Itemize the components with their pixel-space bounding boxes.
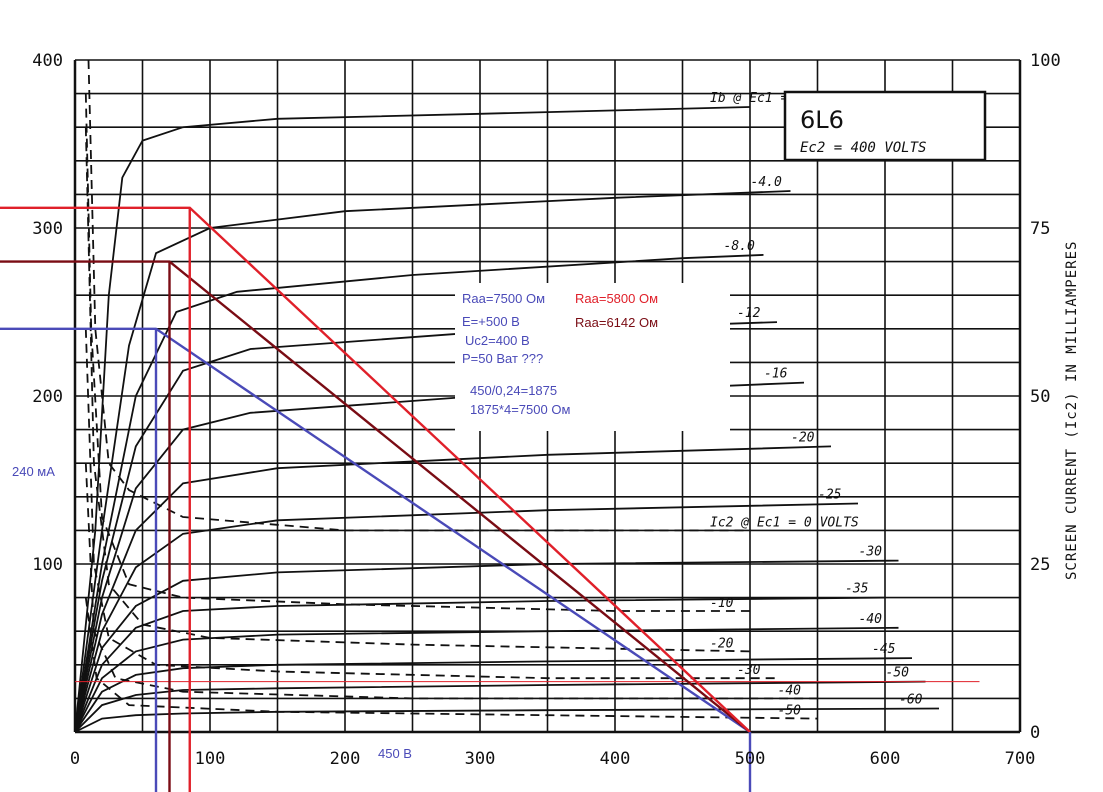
plate-curve-label: -30: [859, 545, 883, 560]
note-calc-2: 1875*4=7500 Ом: [470, 402, 570, 417]
y-tick-label: 300: [32, 219, 63, 239]
plate-curve-60: [74, 707, 940, 733]
y-tick-label: 400: [32, 51, 63, 71]
load-lines: [0, 206, 980, 792]
plate-curve-45: [74, 657, 913, 733]
right-y-tick-label: 100: [1030, 51, 1061, 71]
plate-curve-35: [74, 596, 886, 733]
plate-curve-label: -16: [764, 367, 788, 382]
plate-curve-label: -8.0: [724, 239, 755, 254]
x-tick-label: 100: [195, 749, 226, 769]
plate-curve-label: -4.0: [751, 175, 782, 190]
plate-curve-label: -20: [791, 430, 815, 445]
plate-curve-label: -50: [886, 666, 910, 681]
plate-curve-ib-ec1-0-volts: [74, 106, 751, 733]
note-raa-6142: Raa=6142 Ом: [575, 315, 658, 330]
note-raa-5800: Raa=5800 Ом: [575, 291, 658, 306]
plate-curve-20: [74, 445, 832, 733]
plate-curve-25: [74, 502, 859, 733]
plate-curve-4-0: [74, 190, 791, 733]
screen-curve-label: Ic2 @ Ec1 = 0 VOLTS: [710, 515, 859, 530]
screen-curve-label: -40: [778, 683, 802, 698]
x-tick-label: 400: [600, 749, 631, 769]
title-tube: 6L6: [800, 106, 844, 134]
plate-curve-label: -25: [818, 488, 842, 503]
x-tick-label: 0: [70, 749, 80, 769]
plate-curve-label: -60: [899, 692, 923, 707]
plate-curve-8-0: [74, 254, 764, 733]
right-y-tick-label: 50: [1030, 387, 1050, 407]
x-tick-label: 600: [870, 749, 901, 769]
note-p: P=50 Ват ???: [462, 351, 543, 366]
right-axis-label: SCREEN CURRENT (Ic2) IN MILLIAMPERES: [1064, 241, 1080, 580]
x-tick-label: 700: [1005, 749, 1036, 769]
right-y-tick-label: 75: [1030, 219, 1050, 239]
x-tick-label: 200: [330, 749, 361, 769]
note-raa-7500: Raa=7500 Ом: [462, 291, 545, 306]
label-240ma: 240 мА: [12, 464, 55, 479]
y-tick-label: 200: [32, 387, 63, 407]
right-y-tick-label: 25: [1030, 555, 1050, 575]
screen-curve-label: -50: [778, 704, 802, 719]
plate-curve-40: [74, 626, 899, 733]
note-e: E=+500 В: [462, 314, 520, 329]
plate-curve-label: -40: [859, 612, 883, 627]
note-uc2: Uc2=400 В: [465, 333, 530, 348]
screen-curve-label: -10: [710, 596, 734, 611]
screen-curve-50: [84, 597, 818, 720]
plate-curve-label: -45: [872, 642, 896, 657]
load-line-raa-5800: [0, 206, 751, 733]
screen-curve-40: [84, 463, 818, 700]
plate-curve-label: -35: [845, 582, 869, 597]
notes-panel: [455, 283, 730, 431]
x-tick-label: 500: [735, 749, 766, 769]
screen-curve-label: -30: [737, 663, 761, 678]
plate-curve-label: -12: [737, 306, 761, 321]
y-tick-label: 100: [32, 555, 63, 575]
tick-labels: 0 100 200 300 400 500 600 700 100 200 300 400 0 25 50 7…: [32, 51, 1060, 769]
note-calc-1: 450/0,24=1875: [470, 383, 557, 398]
title-box: [783, 90, 987, 162]
x-tick-label: 300: [465, 749, 496, 769]
right-y-tick-label: 0: [1030, 723, 1040, 743]
label-450v: 450 В: [378, 746, 412, 761]
screen-curve-20: [84, 127, 751, 653]
plate-curve-50: [74, 680, 926, 733]
screen-curve-label: -20: [710, 636, 734, 651]
title-condition: Ec2 = 400 VOLTS: [800, 140, 926, 156]
